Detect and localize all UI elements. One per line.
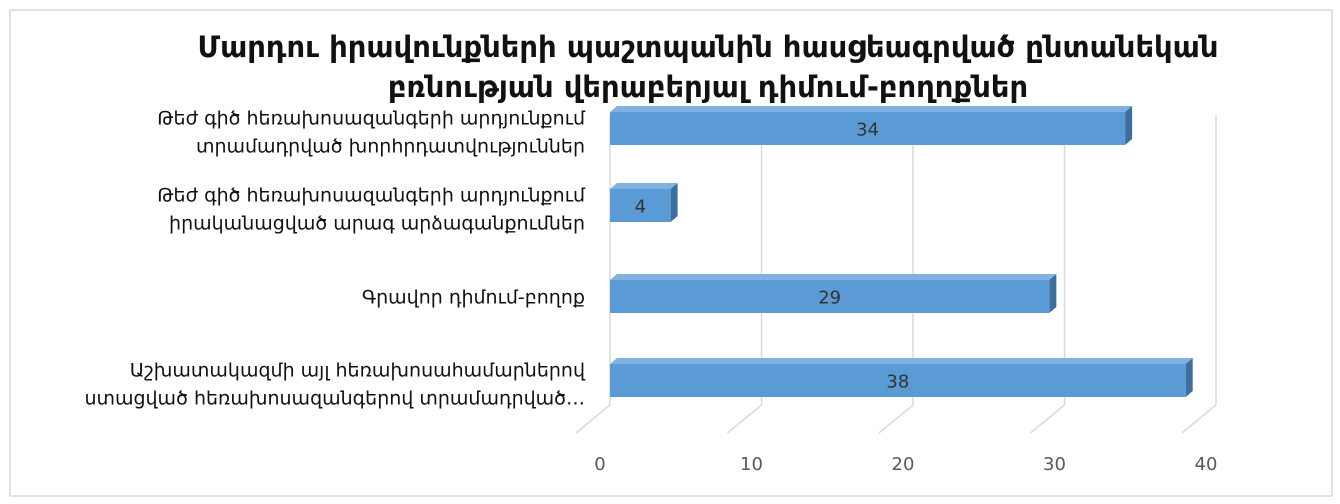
chart-title-line-2: բռնության վերաբերյալ դիմում-բողոքներ — [388, 70, 1028, 104]
data-label-2: 29 — [818, 288, 841, 309]
x-tick-label-40: 40 — [1195, 454, 1218, 475]
bar-front-face — [610, 112, 1126, 145]
category-label-0-line-0: Թեժ գիծ հեռախոսազանգերի արդյունքում — [157, 108, 586, 130]
bar-side-face — [1049, 274, 1057, 313]
category-label-1-line-0: Թեժ գիծ հեռախոսազանգերի արդյունքում — [157, 185, 586, 207]
bar-top-face — [610, 183, 678, 189]
bar-2 — [610, 274, 1057, 313]
x-tick-label-30: 30 — [1043, 454, 1066, 475]
bar-top-face — [610, 274, 1057, 280]
x-tick-label-20: 20 — [892, 454, 915, 475]
grid-layer — [575, 115, 1217, 434]
floor-line-30 — [1030, 404, 1065, 434]
floor-line-0 — [575, 404, 611, 434]
data-label-0: 34 — [856, 120, 879, 141]
label-layer: 0 10 20 30 40 34 Թեժ գիծ հեռախոսազանգերի արդյո… — [84, 108, 1217, 476]
bar-0 — [610, 106, 1133, 145]
category-label-3-line-0: Աշխատակազմի այլ հեռախոսահամարներով — [130, 360, 586, 382]
data-label-3: 38 — [886, 372, 909, 393]
bar-top-face — [610, 358, 1193, 364]
data-label-1: 4 — [635, 197, 646, 218]
bar-layer — [610, 106, 1193, 397]
category-label-1-line-1: իրականացված արագ արձագանքումներ — [169, 213, 585, 235]
title-layer: Մարդու իրավունքների պաշտպանին հասցեագրվա… — [197, 30, 1218, 104]
bar-side-face — [1185, 358, 1193, 397]
chart-title-line-1: Մարդու իրավունքների պաշտպանին հասցեագրվա… — [197, 30, 1218, 64]
category-label-2-line-0: Գրավոր դիմում-բողոք — [362, 287, 585, 309]
x-tick-label-0: 0 — [594, 454, 605, 475]
floor-line-20 — [878, 404, 914, 434]
bar-front-face — [610, 364, 1186, 397]
floor-line-40 — [1181, 404, 1217, 434]
bar-3 — [610, 358, 1193, 397]
category-label-3-line-1: ստացված հեռախոսազանգերով տրամադրված… — [84, 388, 585, 410]
bar-top-face — [610, 106, 1133, 112]
bar-side-face — [1125, 106, 1133, 145]
floor-line-10 — [727, 404, 762, 434]
bar-1 — [610, 183, 678, 222]
x-tick-label-10: 10 — [740, 454, 763, 475]
bar-front-face — [610, 280, 1050, 313]
bar-side-face — [670, 183, 678, 222]
bar-front-face — [610, 189, 671, 222]
chart-border — [9, 9, 1333, 497]
category-label-0-line-1: տրամադրված խորհրդատվություններ — [196, 136, 585, 158]
